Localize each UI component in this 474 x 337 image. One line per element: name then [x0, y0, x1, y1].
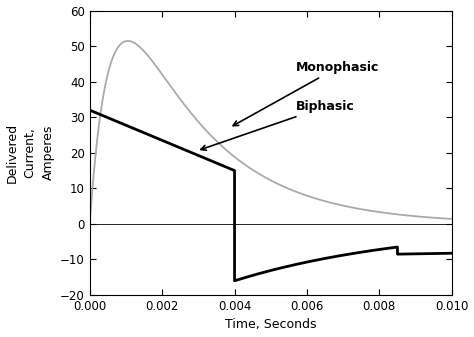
Text: Biphasic: Biphasic — [201, 100, 355, 150]
X-axis label: Time, Seconds: Time, Seconds — [225, 318, 317, 332]
Text: Monophasic: Monophasic — [233, 61, 380, 126]
Y-axis label: Delivered
Current,
Amperes: Delivered Current, Amperes — [6, 123, 55, 183]
